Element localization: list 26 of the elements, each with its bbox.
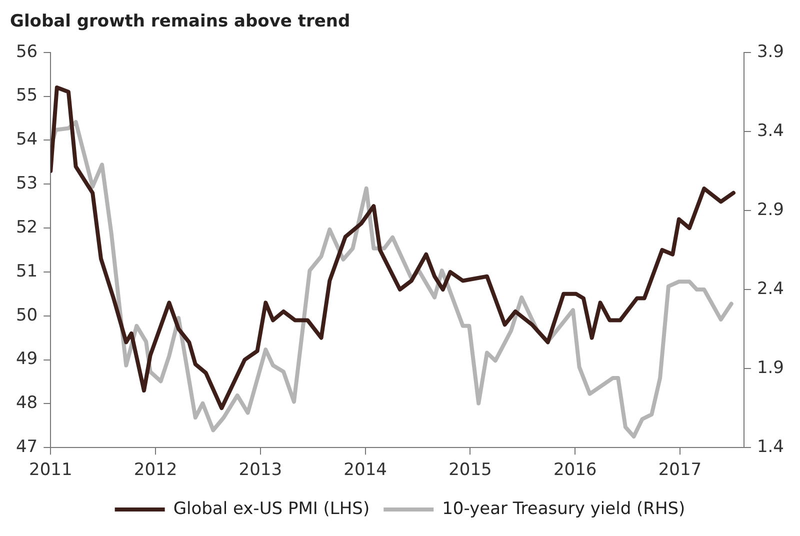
legend-label: Global ex-US PMI (LHS): [173, 498, 370, 519]
x-tick-label: 2017: [658, 460, 702, 480]
x-tick-label: 2012: [134, 460, 178, 480]
x-tick-label: 2016: [553, 460, 597, 480]
y-tick-label: 50: [16, 305, 38, 326]
y-tick-label: 52: [16, 217, 38, 238]
y-tick-label: 51: [16, 261, 38, 282]
x-tick-label: 2015: [448, 460, 492, 480]
x-tick-label: 2013: [238, 460, 282, 480]
y-tick-label: 53: [16, 174, 38, 194]
chart-title: Global growth remains above trend: [10, 12, 350, 32]
y2-tick-label: 1.9: [756, 358, 784, 378]
y-tick-label: 55: [16, 86, 38, 106]
y2-tick-label: 1.4: [756, 437, 784, 458]
y-tick-label: 47: [16, 437, 38, 458]
x-tick-label: 2011: [29, 460, 72, 480]
y-tick-label: 48: [16, 393, 38, 414]
y-tick-label: 56: [16, 42, 38, 62]
y-tick-label: 54: [16, 130, 38, 150]
y2-tick-label: 2.4: [756, 278, 784, 299]
x-tick-label: 2014: [344, 460, 387, 480]
y2-tick-label: 2.9: [756, 200, 784, 220]
legend-label: 10-year Treasury yield (RHS): [442, 498, 686, 519]
y2-tick-label: 3.9: [756, 42, 784, 62]
y2-tick-label: 3.4: [756, 120, 784, 141]
y-tick-label: 49: [16, 349, 38, 370]
